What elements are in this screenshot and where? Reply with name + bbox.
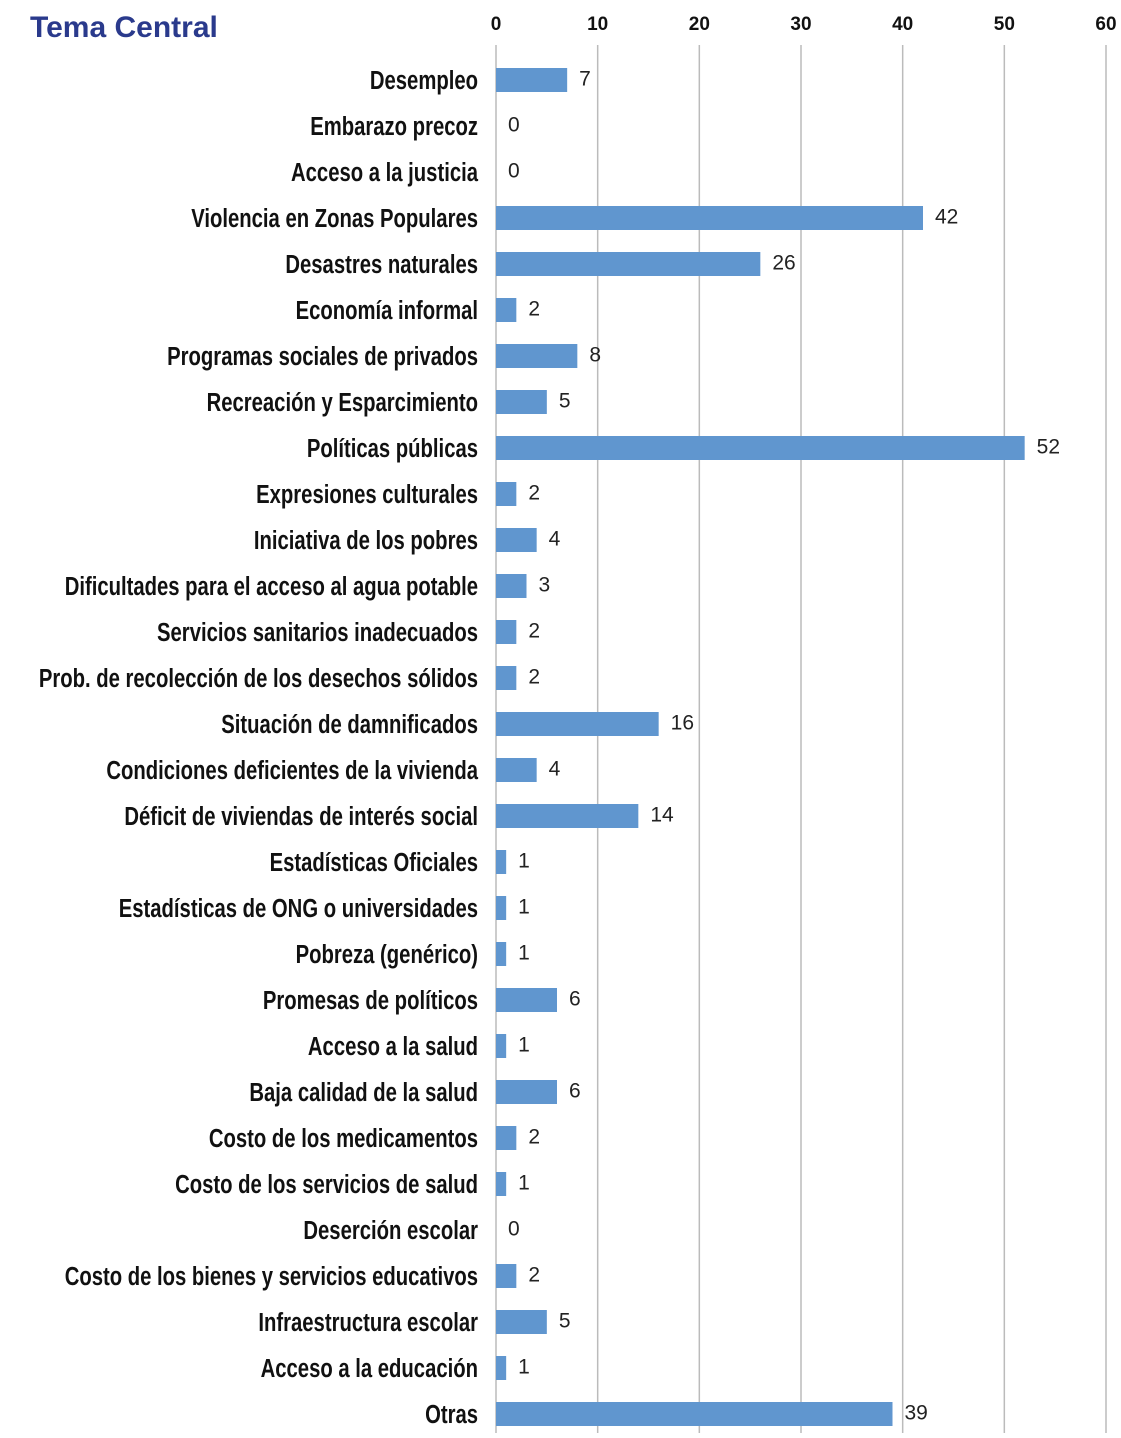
bar: [496, 620, 517, 644]
value-label: 2: [528, 620, 540, 643]
y-tick-label: Economía informal: [296, 295, 478, 324]
y-tick-label: Iniciativa de los pobres: [254, 525, 478, 554]
x-tick-label: 60: [1095, 14, 1116, 35]
y-tick-label: Desastres naturales: [285, 249, 478, 278]
category-labels: Desempleo Embarazo precoz Acceso a la just…: [39, 65, 479, 1428]
bar: [496, 206, 923, 230]
bar: [496, 988, 557, 1012]
bar: [496, 482, 517, 506]
y-tick-label: Programas sociales de privados: [167, 341, 478, 370]
y-tick-label: Acceso a la educación: [261, 1353, 478, 1382]
y-tick-label: Costo de los medicamentos: [209, 1123, 478, 1152]
value-label: 1: [518, 1034, 530, 1057]
bar: [496, 298, 517, 322]
value-label: 39: [905, 1402, 928, 1425]
y-tick-label: Infraestructura escolar: [258, 1307, 478, 1336]
bar: [496, 528, 537, 552]
y-tick-label: Expresiones culturales: [256, 479, 478, 508]
value-label: 26: [772, 252, 795, 275]
bar: [496, 1264, 517, 1288]
bar: [496, 344, 578, 368]
value-label: 1: [518, 1172, 530, 1195]
bar: [496, 1356, 507, 1380]
bar: [496, 1402, 893, 1426]
value-label: 0: [508, 1218, 520, 1241]
x-tick-label: 30: [790, 14, 811, 35]
value-label: 5: [559, 390, 571, 413]
y-tick-label: Prob. de recolección de los desechos sól…: [39, 663, 478, 692]
bar: [496, 1126, 517, 1150]
bar: [496, 850, 507, 874]
y-tick-label: Condiciones deficientes de la vivienda: [106, 755, 479, 784]
value-label: 3: [539, 574, 551, 597]
value-label: 5: [559, 1310, 571, 1333]
bar: [496, 1310, 547, 1334]
x-tick-label: 20: [689, 14, 710, 35]
y-tick-label: Dificultades para el acceso al agua pota…: [65, 571, 478, 600]
y-tick-label: Recreación y Esparcimiento: [207, 387, 478, 416]
y-tick-label: Deserción escolar: [303, 1215, 478, 1244]
value-label: 2: [528, 666, 540, 689]
y-tick-label: Acceso a la salud: [308, 1031, 478, 1060]
y-tick-label: Estadísticas de ONG o universidades: [119, 893, 478, 922]
value-label: 42: [935, 206, 958, 229]
value-label: 8: [589, 344, 601, 367]
value-label: 1: [518, 942, 530, 965]
bar: [496, 390, 547, 414]
bar: [496, 896, 507, 920]
y-tick-label: Otras: [425, 1399, 478, 1428]
y-tick-label: Baja calidad de la salud: [249, 1077, 478, 1106]
x-tick-label: 50: [994, 14, 1015, 35]
bar: [496, 1172, 507, 1196]
x-tick-label: 0: [491, 14, 502, 35]
bar: [496, 252, 761, 276]
value-label: 4: [549, 758, 561, 781]
y-tick-label: Embarazo precoz: [310, 111, 478, 140]
y-tick-label: Pobreza (genérico): [296, 939, 478, 968]
y-tick-label: Situación de damnificados: [221, 709, 478, 738]
bar: [496, 574, 527, 598]
value-label: 14: [650, 804, 674, 827]
y-tick-label: Desempleo: [370, 65, 478, 94]
value-label: 1: [518, 1356, 530, 1379]
value-label: 2: [528, 1126, 540, 1149]
bar: [496, 758, 537, 782]
y-tick-label: Promesas de políticos: [263, 985, 478, 1014]
bar: [496, 804, 639, 828]
value-label: 6: [569, 1080, 581, 1103]
value-label: 0: [508, 160, 520, 183]
value-label: 0: [508, 114, 520, 137]
x-tick-label: 10: [587, 14, 608, 35]
y-tick-label: Costo de los servicios de salud: [175, 1169, 478, 1198]
value-label: 7: [579, 68, 591, 91]
bar: [496, 1034, 507, 1058]
value-label: 4: [549, 528, 561, 551]
chart-title: Tema Central: [30, 11, 218, 44]
value-label: 2: [528, 298, 540, 321]
bar: [496, 712, 659, 736]
y-tick-label: Déficit de viviendas de interés social: [124, 801, 478, 830]
y-tick-label: Estadísticas Oficiales: [270, 847, 478, 876]
bar: [496, 1080, 557, 1104]
value-label: 1: [518, 896, 530, 919]
x-tick-label: 40: [892, 14, 913, 35]
y-tick-label: Servicios sanitarios inadecuados: [157, 617, 478, 646]
y-tick-label: Costo de los bienes y servicios educativ…: [65, 1261, 478, 1290]
y-tick-label: Violencia en Zonas Populares: [191, 203, 478, 232]
y-tick-label: Acceso a la justicia: [291, 157, 479, 186]
value-label: 52: [1037, 436, 1060, 459]
bar: [496, 436, 1025, 460]
value-label: 6: [569, 988, 581, 1011]
value-label: 1: [518, 850, 530, 873]
bar: [496, 666, 517, 690]
y-tick-label: Políticas públicas: [307, 433, 478, 462]
value-label: 2: [528, 1264, 540, 1287]
bar: [496, 68, 568, 92]
value-label: 16: [671, 712, 694, 735]
value-label: 2: [528, 482, 540, 505]
bar: [496, 942, 507, 966]
